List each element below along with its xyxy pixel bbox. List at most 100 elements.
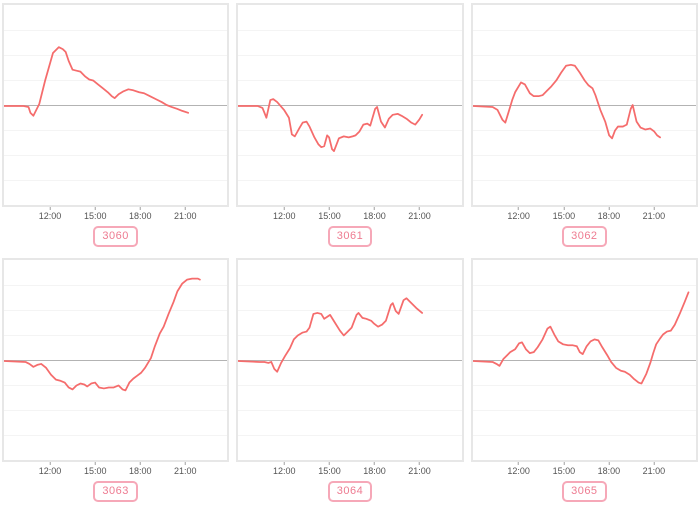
x-axis: 12:00 15:00 18:00 21:00 [2, 207, 229, 222]
gridline [238, 310, 462, 311]
x-tick-label: 12:00 [507, 466, 530, 476]
gridline [472, 435, 696, 436]
x-tick: 15:00 [552, 207, 576, 221]
x-tick: 18:00 [597, 207, 621, 221]
chart-cell: 12:00 15:00 18:00 21:00 3062 [470, 3, 698, 252]
tick-mark [184, 462, 186, 465]
x-tick: 15:00 [318, 207, 341, 221]
series-id-badge[interactable]: 3060 [93, 226, 138, 247]
tick-mark [419, 207, 421, 210]
x-tick-label: 15:00 [552, 211, 576, 221]
x-tick-label: 21:00 [173, 466, 197, 476]
x-tick-label: 15:00 [318, 466, 341, 476]
gridline [4, 310, 228, 311]
x-tick: 12:00 [507, 462, 530, 476]
line-series [4, 46, 190, 117]
series-id-badge[interactable]: 3065 [562, 481, 607, 502]
chart-cell: 12:00 15:00 18:00 21:00 3060 [2, 3, 230, 252]
x-tick: 21:00 [408, 207, 431, 221]
baseline-zero-line [238, 105, 462, 106]
series-id-badge[interactable]: 3061 [327, 226, 373, 247]
baseline-zero-line [472, 105, 696, 106]
tick-mark [94, 207, 96, 210]
x-tick: 18:00 [363, 462, 386, 476]
tick-mark [563, 207, 565, 210]
gridline [238, 30, 462, 31]
x-tick: 21:00 [408, 462, 431, 476]
gridline [472, 55, 696, 56]
x-tick: 18:00 [128, 207, 152, 221]
chart-panel[interactable] [470, 258, 698, 462]
x-tick-label: 12:00 [507, 211, 530, 221]
series-id-badge[interactable]: 3063 [93, 481, 138, 502]
gridline [4, 55, 228, 56]
x-tick-label: 15:00 [83, 211, 107, 221]
series-id-badge[interactable]: 3064 [327, 481, 373, 502]
gridline [4, 285, 228, 286]
gridline [472, 30, 696, 31]
baseline-zero-line [238, 360, 462, 361]
x-tick-label: 18:00 [128, 211, 152, 221]
tick-mark [653, 207, 655, 210]
line-series [472, 63, 661, 140]
line-series [472, 291, 690, 385]
gridline [238, 385, 462, 386]
x-axis: 12:00 15:00 18:00 21:00 [2, 462, 229, 477]
x-tick-label: 18:00 [363, 466, 386, 476]
gridline [472, 155, 696, 156]
gridline [238, 335, 462, 336]
gridline [238, 435, 462, 436]
x-tick: 21:00 [173, 207, 197, 221]
x-tick-label: 21:00 [642, 466, 666, 476]
tick-mark [563, 462, 565, 465]
x-tick: 12:00 [39, 207, 61, 221]
x-tick: 12:00 [273, 462, 296, 476]
chart-panel[interactable] [470, 3, 698, 207]
gridline [472, 130, 696, 131]
x-tick-label: 21:00 [408, 211, 431, 221]
baseline-zero-line [472, 360, 696, 361]
gridline [472, 310, 696, 311]
chart-panel[interactable] [236, 258, 464, 462]
tick-mark [329, 462, 331, 465]
tick-mark [139, 462, 141, 465]
tick-mark [139, 207, 141, 210]
x-tick: 15:00 [553, 462, 575, 476]
x-axis: 12:00 15:00 18:00 21:00 [471, 462, 698, 477]
gridline [472, 285, 696, 286]
x-tick: 12:00 [38, 462, 62, 476]
x-tick: 15:00 [84, 462, 106, 476]
gridline [472, 180, 696, 181]
gridline [4, 435, 228, 436]
gridline [238, 130, 462, 131]
tick-mark [608, 462, 610, 465]
chart-panel[interactable] [2, 3, 230, 207]
badge-row: 3062 [471, 226, 698, 252]
tick-mark [329, 207, 331, 210]
tick-mark [518, 207, 520, 210]
x-tick: 15:00 [318, 462, 341, 476]
x-axis: 12:00 15:00 18:00 21:00 [471, 207, 698, 222]
chart-panel[interactable] [236, 3, 464, 207]
gridline [4, 180, 228, 181]
gridline [238, 285, 462, 286]
tick-mark [184, 207, 186, 210]
gridline [4, 335, 228, 336]
series-id-badge[interactable]: 3062 [562, 226, 607, 247]
gridline [4, 30, 228, 31]
gridline [4, 385, 228, 386]
x-tick-label: 18:00 [597, 211, 621, 221]
gridline [4, 130, 228, 131]
x-tick-label: 18:00 [363, 211, 386, 221]
x-tick: 21:00 [173, 462, 197, 476]
chart-panel[interactable] [2, 258, 230, 462]
x-tick-label: 15:00 [318, 211, 341, 221]
tick-mark [374, 462, 376, 465]
gridline [238, 180, 462, 181]
baseline-zero-line [4, 105, 228, 106]
x-tick-label: 12:00 [38, 466, 62, 476]
gridline [472, 410, 696, 411]
x-tick-label: 21:00 [173, 211, 197, 221]
gridline [4, 155, 228, 156]
